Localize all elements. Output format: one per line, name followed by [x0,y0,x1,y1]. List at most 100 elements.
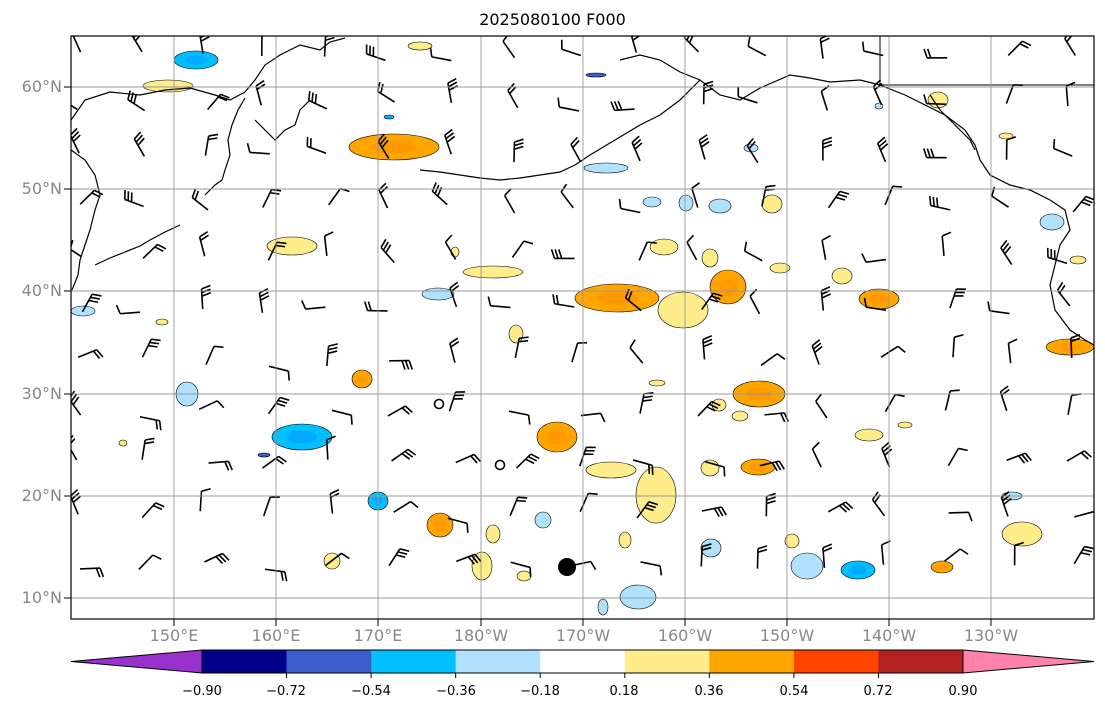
wind-barb-175 [388,548,410,567]
wind-barb-15 [1007,40,1032,56]
wind-barb-75 [511,240,534,258]
wind-barb-45 [746,137,759,164]
colorbar-seg-3 [455,650,541,673]
wind-barb-78 [686,234,698,261]
wind-barb-50 [1052,139,1073,157]
contour-4 [266,236,318,256]
wind-barb-48 [922,148,947,159]
colorbar-extend-low [70,649,203,674]
wind-barb-119 [71,390,82,416]
wind-barb-32 [1005,84,1023,104]
wind-barb-52 [123,189,144,208]
cb-tick-8: 0.54 [779,684,809,699]
colorbar-extend-high [962,649,1095,674]
wind-barb-56 [378,182,389,209]
wind-barb-3 [260,36,265,56]
wind-barb-20 [255,80,266,106]
wind-barb-172 [204,552,230,564]
contour-core-46 [936,564,948,570]
wind-barb-7 [502,36,516,59]
wind-barb-57 [431,182,448,206]
wind-barb-74 [444,234,457,260]
contour-39 [471,551,493,581]
wind-barb-128 [639,392,654,414]
wind-barb-113 [760,353,786,367]
wind-barb-18 [127,90,146,112]
marker-open-1 [433,398,445,410]
wind-barb-82 [941,231,952,256]
lat-label-40n: 40°N [21,281,62,300]
contour-18 [678,194,694,212]
wind-barb-9 [630,36,641,53]
wind-barb-73 [380,238,395,264]
contour-61 [927,91,949,109]
marker-filled [558,558,576,576]
contour-core-0 [185,55,207,65]
contour-core-21 [357,374,367,384]
wind-barb-98 [863,297,887,311]
wind-barb-93 [552,294,575,308]
wind-barb-123 [331,409,353,425]
wind-barb-138 [208,460,233,471]
wind-barb-165 [827,501,854,513]
contour-7 [421,287,455,301]
wind-barb-135 [1067,393,1082,416]
wind-barb-40 [444,128,456,155]
wind-barb-36 [204,133,219,156]
contour-11 [649,238,679,256]
contour-59 [118,439,128,447]
wind-barb-107 [389,359,414,370]
contour-64 [585,72,607,78]
wind-barb-136 [71,434,78,461]
wind-barb-133 [944,389,960,411]
wind-barb-146 [704,460,726,477]
wind-barb-47 [877,136,889,163]
wind-barb-67 [1072,195,1094,213]
wind-barb-144 [578,446,596,467]
contour-core-10 [719,278,737,296]
wind-barb-77 [638,241,657,261]
wind-barb-41 [513,138,524,163]
contour-5 [583,162,629,174]
contour-12 [701,248,719,268]
wind-barb-105 [268,365,290,381]
wind-barb-69 [142,243,167,259]
contour-28 [648,379,666,387]
wind-barb-19 [206,93,230,110]
map-title: 2025080100 F000 [479,10,626,29]
lat-label-10n: 10°N [21,588,62,607]
colorbar-seg-6 [709,650,795,673]
wind-barb-68 [71,239,82,257]
wind-barb-28 [737,87,758,104]
wind-barb-139 [261,455,287,469]
wind-barb-141 [391,448,417,462]
wind-barb-86 [115,304,141,315]
wind-barb-11 [747,36,767,57]
wind-barb-121 [198,400,225,411]
wind-barb-59 [560,183,574,209]
wind-barb-157 [329,488,340,514]
contour-53 [1069,255,1087,265]
wind-barb-99 [949,288,966,309]
wind-barb-132 [884,393,905,413]
contour-core-52 [1058,343,1082,351]
wind-barb-115 [880,345,906,358]
lat-label-20n: 20°N [21,486,62,505]
contour-9 [657,291,709,329]
cb-tick-7: 0.36 [694,684,724,699]
wind-barbs [71,36,1094,582]
cb-tick-5: −0.18 [520,684,560,699]
wind-barb-101 [1056,281,1071,307]
wind-barb-83 [1000,239,1013,266]
wind-barb-104 [205,345,224,365]
wind-barb-31 [923,94,947,106]
wind-barb-134 [999,385,1010,412]
lon-label-180w: 180°W [453,626,509,645]
wind-barb-46 [822,136,833,161]
contour-26 [731,410,749,422]
contour-core-65 [386,116,392,118]
contour-58 [155,318,169,326]
wind-barb-182 [822,543,833,568]
wind-barb-97 [820,286,832,311]
wind-barb-76 [550,249,575,260]
